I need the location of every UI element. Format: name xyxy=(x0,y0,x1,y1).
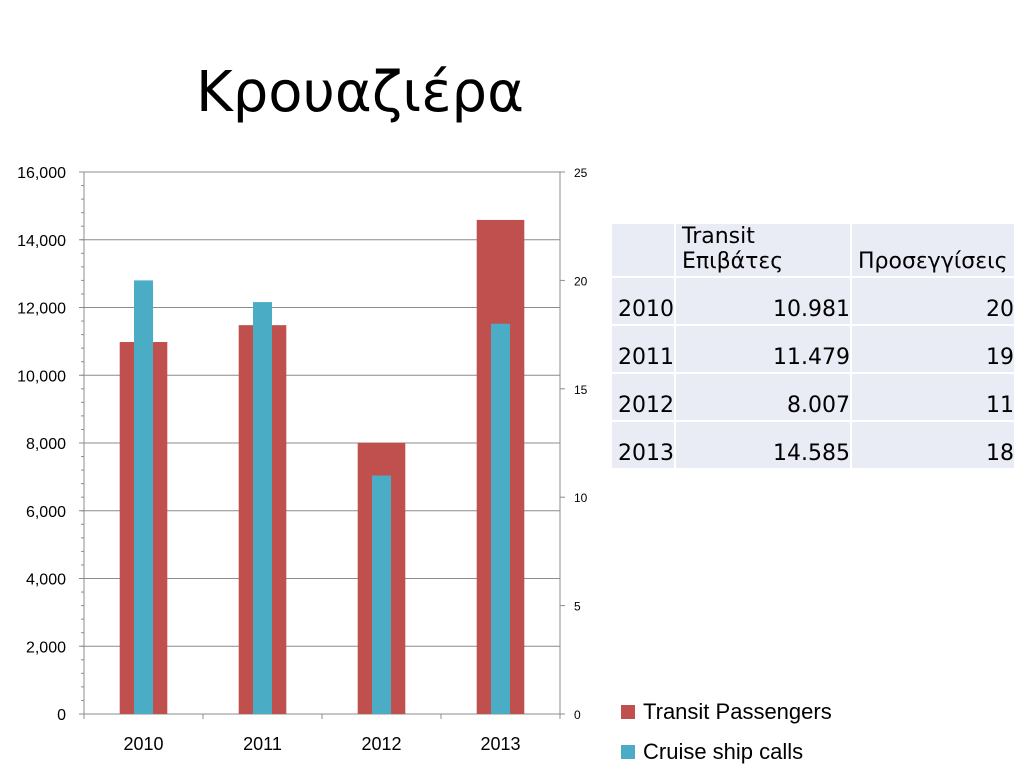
legend-swatch xyxy=(621,705,635,719)
y-left-tick-label: 6,000 xyxy=(26,504,66,521)
table-cell-year: 2011 xyxy=(610,324,676,374)
table-cell-passengers: 8.007 xyxy=(674,372,852,422)
table-row: 2013 14.585 18 xyxy=(610,420,1016,470)
table-cell-passengers: 14.585 xyxy=(674,420,852,470)
table-header-row: Transit Επιβάτες Προσεγγίσεις xyxy=(610,222,1016,278)
table-cell-year: 2013 xyxy=(610,420,676,470)
table-cell-calls: 11 xyxy=(850,372,1016,422)
table-cell-year: 2012 xyxy=(610,372,676,422)
x-tick-label: 2011 xyxy=(243,734,282,754)
bar-cruise-ship-calls xyxy=(490,323,511,714)
x-tick-label: 2013 xyxy=(480,734,520,754)
x-tick-label: 2010 xyxy=(123,734,163,754)
table-cell-calls: 19 xyxy=(850,324,1016,374)
table-row: 2012 8.007 11 xyxy=(610,372,1016,422)
y-left-tick-label: 8,000 xyxy=(26,436,66,453)
y-right-tick-label: 10 xyxy=(574,491,588,505)
y-right-tick-label: 20 xyxy=(574,274,588,288)
y-left-tick-label: 12,000 xyxy=(17,301,66,318)
y-left-tick-label: 4,000 xyxy=(26,572,66,589)
y-left-tick-label: 16,000 xyxy=(17,165,66,182)
table-header-cell: Transit Επιβάτες xyxy=(674,222,852,278)
slide-title: Κρουαζιέρα xyxy=(196,60,524,125)
y-left-tick-label: 10,000 xyxy=(17,368,66,385)
legend-item-transit-passengers: Transit Passengers xyxy=(621,692,832,732)
x-tick-label: 2012 xyxy=(361,734,401,754)
y-left-tick-label: 0 xyxy=(57,707,66,724)
table-cell-passengers: 11.479 xyxy=(674,324,852,374)
bar-cruise-ship-calls xyxy=(252,302,273,714)
legend-label: Cruise ship calls xyxy=(643,739,804,764)
table-cell-calls: 20 xyxy=(850,276,1016,326)
table-row: 2011 11.479 19 xyxy=(610,324,1016,374)
chart-legend: Transit Passengers Cruise ship calls xyxy=(621,692,832,772)
legend-label: Transit Passengers xyxy=(643,699,832,724)
table-cell-calls: 18 xyxy=(850,420,1016,470)
y-right-tick-label: 0 xyxy=(574,708,581,722)
y-left-tick-label: 2,000 xyxy=(26,639,66,656)
table-header-cell: Προσεγγίσεις xyxy=(850,222,1016,278)
y-right-tick-label: 15 xyxy=(574,383,588,397)
table-header-cell xyxy=(610,222,676,278)
y-right-tick-label: 25 xyxy=(574,166,588,180)
table-cell-passengers: 10.981 xyxy=(674,276,852,326)
bar-cruise-ship-calls xyxy=(133,280,154,714)
legend-item-cruise-ship-calls: Cruise ship calls xyxy=(621,732,832,772)
data-table: Transit Επιβάτες Προσεγγίσεις 2010 10.98… xyxy=(610,222,1016,470)
bar-cruise-ship-calls xyxy=(371,475,392,714)
table-row: 2010 10.981 20 xyxy=(610,276,1016,326)
legend-swatch xyxy=(621,745,635,759)
y-left-tick-label: 14,000 xyxy=(17,233,66,250)
y-right-tick-label: 5 xyxy=(574,600,581,614)
table-cell-year: 2010 xyxy=(610,276,676,326)
